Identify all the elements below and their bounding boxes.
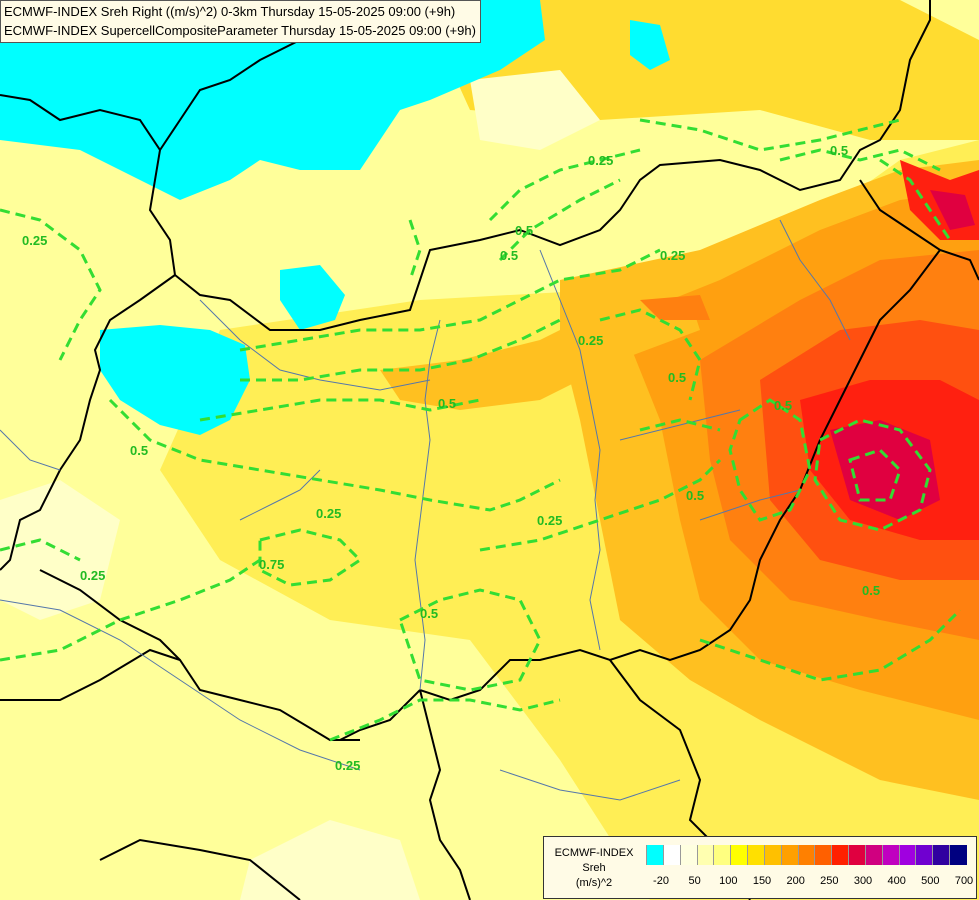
legend-swatch (949, 845, 967, 865)
legend-tick-label: 150 (752, 875, 772, 887)
color-legend: ECMWF-INDEX Sreh (m/s)^2 -20 50 100 150 200 2… (543, 836, 977, 899)
title-line-scp: ECMWF-INDEX SupercellCompositeParameter … (4, 23, 476, 38)
legend-tick-label: 700 (954, 875, 974, 887)
legend-tick-label: 250 (820, 875, 839, 887)
contour-label: 0.25 (537, 513, 562, 528)
map-title-box: ECMWF-INDEX Sreh Right ((m/s)^2) 0-3km T… (0, 0, 481, 43)
legend-swatch (763, 845, 782, 865)
legend-swatch (915, 845, 934, 865)
contour-label: 0.5 (830, 143, 848, 158)
contour-label: 0.25 (335, 758, 360, 773)
title-line-sreh: ECMWF-INDEX Sreh Right ((m/s)^2) 0-3km T… (4, 4, 456, 19)
legend-swatch (679, 845, 698, 865)
legend-tick-label: 500 (921, 875, 940, 887)
legend-swatch (646, 845, 664, 865)
contour-label: 0.5 (420, 606, 438, 621)
legend-swatch (713, 845, 732, 865)
contour-label: 0.25 (316, 506, 341, 521)
scp-contours (0, 118, 962, 742)
contour-label: 0.5 (774, 398, 792, 413)
legend-title-line: (m/s)^2 (575, 877, 613, 889)
legend-swatch (932, 845, 951, 865)
legend-swatch (864, 845, 883, 865)
legend-swatch (747, 845, 765, 865)
contour-label: 0.75 (259, 557, 284, 572)
legend-tick-label: 300 (853, 875, 873, 887)
legend-swatch (780, 845, 799, 865)
low-sreh-areas (0, 0, 670, 435)
contour-label: 0.5 (515, 223, 533, 238)
contour-label: 0.25 (22, 233, 47, 248)
legend-title: ECMWF-INDEX Sreh (m/s)^2 (546, 846, 642, 891)
legend-swatch (696, 845, 715, 865)
legend-tick-label: 400 (887, 875, 906, 887)
legend-tick-label: 200 (786, 875, 805, 887)
contour-labels: 0.25 0.5 0.25 0.25 0.5 0.5 0.25 0.5 0.5 … (22, 143, 880, 773)
contour-label: 0.5 (500, 248, 518, 263)
contour-label: 0.25 (578, 333, 603, 348)
contour-label: 0.5 (862, 583, 880, 598)
legend-swatch (881, 845, 900, 865)
legend-title-line: ECMWF-INDEX (554, 847, 634, 859)
contour-label: 0.25 (660, 248, 685, 263)
legend-swatch (848, 845, 866, 865)
legend-swatch (797, 845, 816, 865)
legend-title-line: Sreh (582, 862, 606, 874)
legend-swatch (814, 845, 833, 865)
legend-swatch (730, 845, 749, 865)
contour-label: 0.25 (80, 568, 105, 583)
contour-label: 0.25 (588, 153, 613, 168)
contour-label: 0.5 (668, 370, 686, 385)
rivers (0, 219, 851, 801)
legend-swatch (831, 845, 850, 865)
legend-tick-label: 100 (719, 875, 738, 887)
legend-swatch (662, 845, 681, 865)
contour-label: 0.5 (130, 443, 148, 458)
contour-label: 0.5 (438, 396, 456, 411)
legend-swatch (898, 845, 917, 865)
contour-label: 0.5 (686, 488, 704, 503)
legend-tick-label: 50 (688, 875, 701, 887)
legend-tick-label: -20 (653, 875, 669, 887)
